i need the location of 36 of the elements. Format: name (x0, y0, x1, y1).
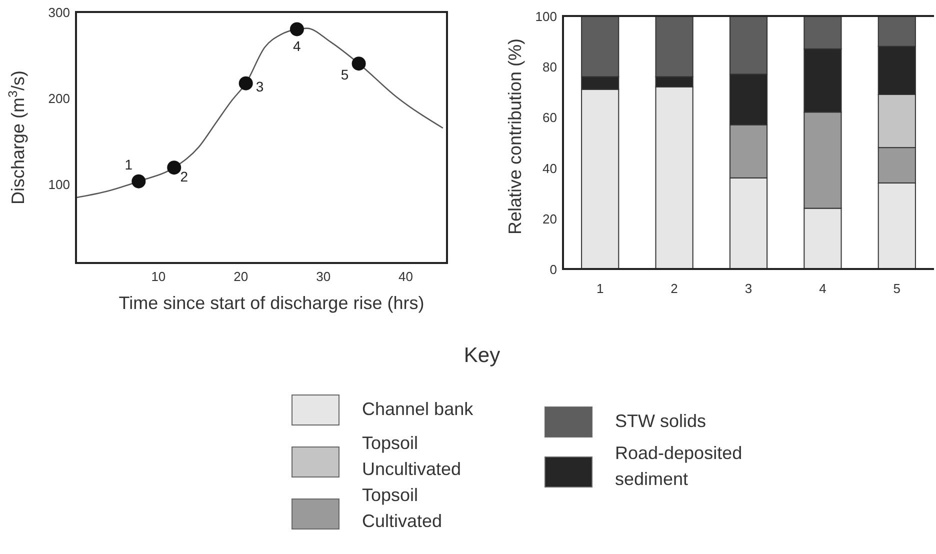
x-tick-label: 5 (893, 281, 901, 296)
point (167, 160, 182, 175)
annotation: 3 (256, 78, 264, 94)
x-tick-label: 1 (596, 281, 604, 296)
x-tick-label: 40 (398, 269, 414, 284)
y-axis-title: Relative contribution (%) (505, 38, 525, 235)
x-tick-label: 30 (316, 269, 331, 284)
x-tick-label: 4 (819, 281, 826, 296)
point (238, 76, 253, 90)
y-tick-label: 80 (542, 60, 557, 75)
legend-title: Key (464, 344, 501, 367)
y-tick-label: 100 (535, 9, 557, 24)
y-tick-label: 100 (48, 176, 70, 192)
y-tick-label: 0 (550, 262, 557, 277)
legend-label: Channel bank (362, 399, 474, 419)
annotation: 2 (180, 168, 188, 185)
legend-label: STW solids (615, 411, 706, 431)
annotation: 1 (124, 156, 133, 172)
y-tick-label: 40 (542, 160, 557, 176)
x-tick-label: 2 (670, 281, 678, 296)
annotation: 5 (340, 66, 349, 83)
y-tick-label: 200 (48, 90, 70, 106)
y-tick-label: 60 (542, 110, 557, 126)
point (132, 174, 146, 188)
x-tick-label: 3 (744, 281, 752, 296)
x-tick-label: 20 (234, 269, 248, 284)
legend-label: Topsoil Cultivated (362, 485, 442, 531)
x-axis-title: Time since start of discharge rise (hrs) (118, 293, 424, 313)
annotation: 4 (293, 38, 302, 54)
legend-label: Road-deposited sediment (615, 443, 742, 489)
point (352, 56, 366, 71)
y-tick-label: 20 (542, 211, 557, 226)
point (290, 22, 304, 36)
x-tick-label: 10 (151, 269, 166, 284)
legend-label: Topsoil Uncultivated (362, 433, 462, 479)
y-tick-label: 300 (48, 5, 70, 20)
